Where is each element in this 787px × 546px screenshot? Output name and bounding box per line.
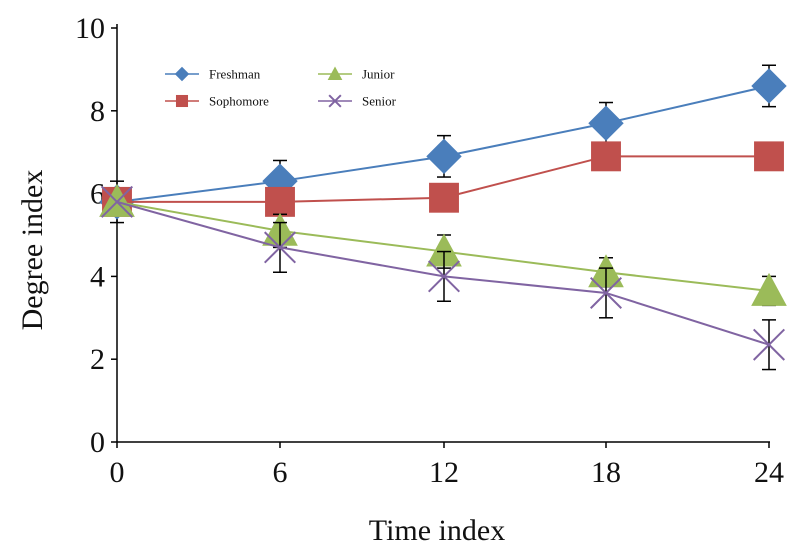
legend-item-senior: Senior: [318, 94, 397, 109]
data-point-marker: [175, 94, 189, 108]
data-point-marker: [100, 185, 134, 218]
data-point-marker: [754, 141, 784, 172]
legend-label: Freshman: [209, 67, 261, 82]
marker-stroke: [589, 276, 623, 309]
legend: Freshman Sophomore Junior Senior: [165, 66, 397, 109]
legend-item-freshman: Freshman: [165, 67, 261, 82]
data-point-marker: [751, 68, 787, 104]
data-point-marker: [429, 182, 459, 213]
data-point-marker: [265, 186, 295, 217]
data-point-marker: [174, 66, 190, 82]
marker-stroke: [427, 260, 461, 293]
series-line: [116, 200, 770, 346]
data-point-marker: [588, 105, 624, 141]
x-axis-title: Time index: [369, 514, 505, 546]
legend-label: Senior: [362, 94, 397, 109]
y-tick-label: 4: [90, 260, 105, 293]
x-tick-label: 12: [429, 456, 459, 489]
x-tick-label: 6: [273, 456, 288, 489]
y-axis-title: Degree index: [16, 170, 49, 331]
legend-item-junior: Junior: [318, 66, 395, 82]
marker-stroke: [328, 94, 342, 108]
y-tick-label: 8: [90, 95, 105, 128]
y-tick-label: 10: [75, 12, 105, 45]
y-tick-label: 0: [90, 426, 105, 459]
data-point-marker: [751, 272, 787, 306]
data-point-marker: [328, 94, 342, 108]
data-point-marker: [589, 276, 623, 309]
data-point-marker: [327, 66, 343, 81]
series-senior: [100, 185, 786, 371]
legend-item-sophomore: Sophomore: [165, 94, 269, 109]
legend-label: Sophomore: [209, 94, 269, 109]
data-point-marker: [426, 138, 462, 175]
plot-area: [99, 64, 787, 371]
data-point-marker: [752, 328, 786, 361]
data-point-marker: [591, 141, 621, 172]
marker-stroke: [263, 231, 297, 264]
data-point-marker: [263, 231, 297, 264]
data-point-marker: [427, 260, 461, 293]
marker-stroke: [100, 185, 134, 218]
marker-stroke: [752, 328, 786, 361]
legend-label: Junior: [362, 67, 395, 82]
y-tick-label: 2: [90, 343, 105, 376]
x-tick-label: 0: [110, 456, 125, 489]
x-tick-label: 24: [754, 456, 784, 489]
x-tick-label: 18: [591, 456, 621, 489]
